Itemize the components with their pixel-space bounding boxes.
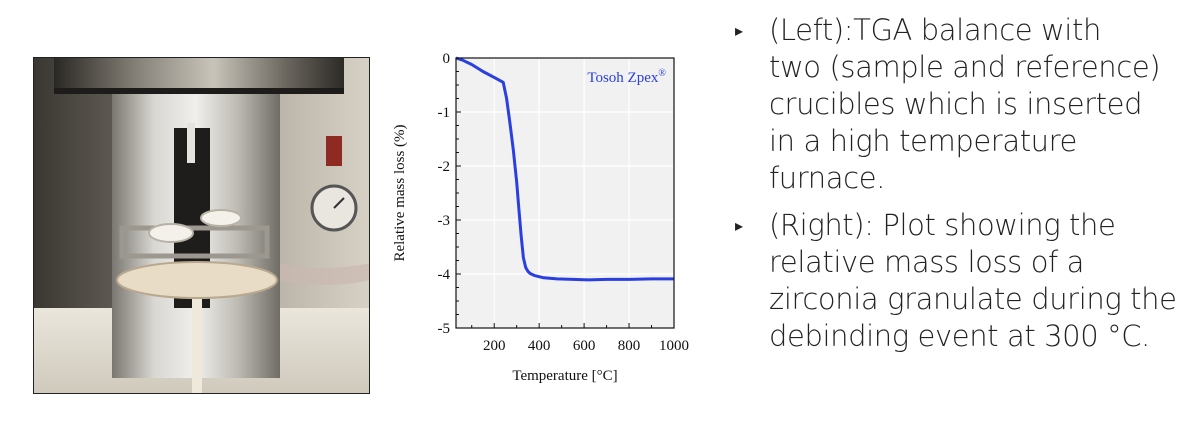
legend-label: Tosoh Zpex® (587, 68, 666, 86)
y-tick-label: -4 (438, 267, 451, 283)
bullet-line: in a high temperature (769, 124, 1077, 158)
bullet-line: furnace. (769, 161, 885, 195)
x-tick-label: 200 (483, 338, 506, 354)
sample-crucible (148, 223, 194, 243)
y-tick-label: -1 (438, 105, 451, 121)
x-tick-label: 600 (573, 338, 596, 354)
bullet-line: (Right): Plot showing the (769, 208, 1116, 242)
tga-balance-photo (33, 57, 370, 394)
bullet-line: debinding event at 300 °C. (769, 319, 1150, 353)
bullet-arrow-icon: ▸ (735, 21, 743, 40)
bullet-line: (Left):TGA balance with (769, 13, 1101, 47)
y-axis-label: Relative mass loss (%) (392, 124, 408, 261)
tubing (279, 263, 369, 285)
axis-ticks: 200 400 600 800 1000 0 -1 -2 -3 -4 -5 (438, 51, 690, 354)
crucible-frame (119, 225, 270, 259)
bullet-item-left: ▸ (Left):TGA balance with two (sample an… (735, 12, 1195, 197)
bullet-line: relative mass loss of a (769, 245, 1085, 279)
x-tick-label: 800 (618, 338, 641, 354)
y-tick-label: -3 (438, 213, 451, 229)
x-tick-label: 1000 (659, 338, 689, 354)
bullet-item-right: ▸ (Right): Plot showing the relative mas… (735, 207, 1195, 355)
y-tick-label: 0 (443, 51, 451, 67)
bullet-line: crucibles which is inserted (769, 87, 1143, 121)
bullet-line: zirconia granulate during the (769, 282, 1177, 316)
support-disk (116, 261, 278, 299)
bullet-arrow-icon: ▸ (735, 216, 743, 235)
y-tick-label: -5 (438, 321, 451, 337)
bullet-list: ▸ (Left):TGA balance with two (sample an… (735, 12, 1195, 365)
mass-loss-chart: 200 400 600 800 1000 0 -1 -2 -3 -4 -5 Tosoh Zpex® … (380, 40, 700, 400)
tga-balance-illustration (34, 58, 369, 393)
series-line (455, 56, 674, 282)
sample-rod (192, 288, 202, 393)
valve-knob (326, 136, 342, 166)
x-axis-label: Temperature [°C] (512, 368, 617, 384)
y-tick-label: -2 (438, 159, 451, 175)
reference-crucible (200, 209, 242, 227)
bullet-line: two (sample and reference) (769, 50, 1161, 84)
x-tick-label: 400 (528, 338, 551, 354)
plot-area (456, 58, 674, 328)
